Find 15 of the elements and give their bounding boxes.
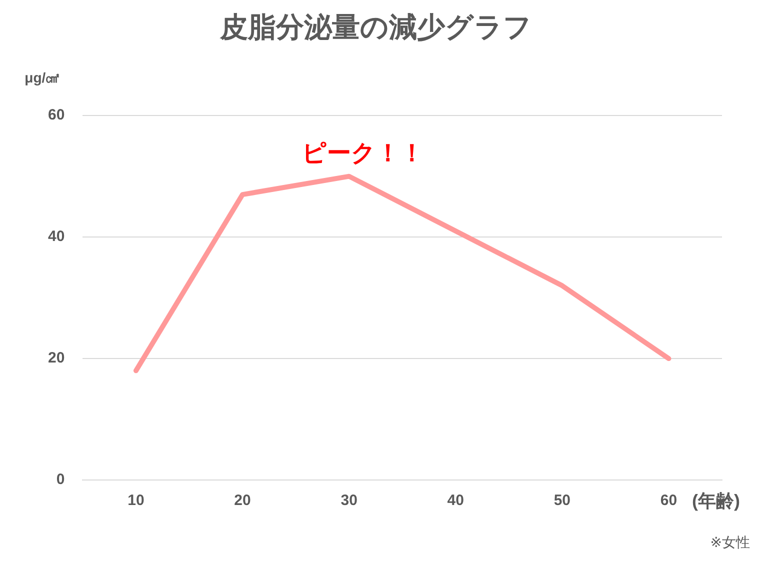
x-tick-label: 40 — [447, 492, 464, 510]
x-tick-label: 50 — [554, 492, 571, 510]
x-tick-label: 30 — [340, 492, 358, 510]
y-tick-label: 40 — [48, 228, 65, 246]
x-tick-label: 10 — [128, 492, 144, 510]
x-axis-title: (年齢) — [692, 490, 740, 511]
annotation: ピーク！！ — [302, 140, 424, 167]
x-tick-label: 60 — [660, 492, 678, 510]
chart-title: 皮脂分泌量の減少グラフ — [219, 12, 532, 43]
y-tick-label: 20 — [48, 350, 65, 367]
y-axis-title: μg/㎠ — [24, 69, 60, 86]
x-tick-label: 20 — [234, 492, 251, 510]
text: ※女性 — [710, 534, 750, 550]
y-tick-label: 60 — [48, 106, 65, 124]
y-tick-label: 0 — [56, 471, 65, 488]
